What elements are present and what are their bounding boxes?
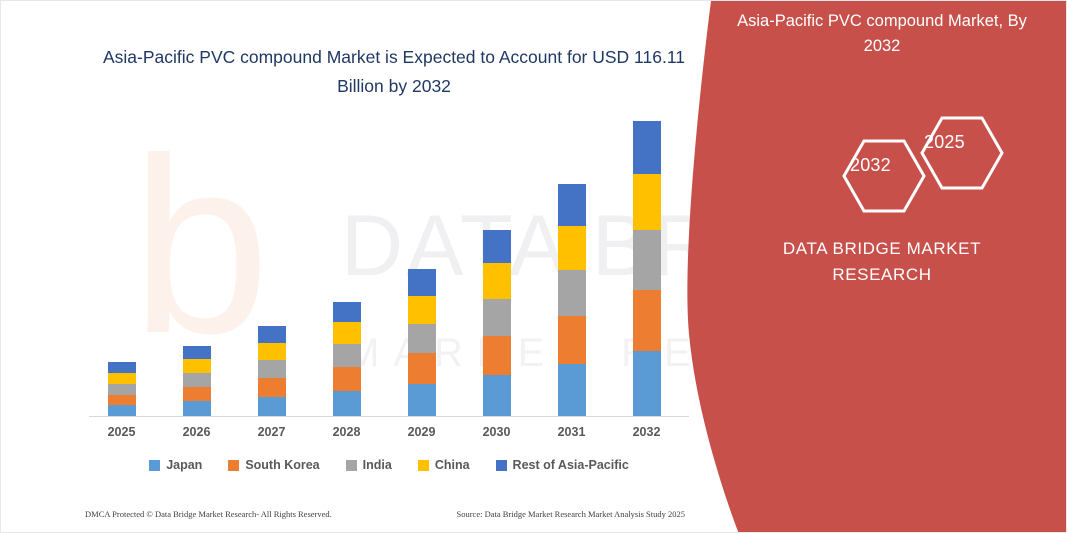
bar-segment-2030-south-korea[interactable] xyxy=(482,335,511,375)
bar-segment-2028-south-korea[interactable] xyxy=(332,367,361,391)
bar-segment-2027-india[interactable] xyxy=(257,359,286,378)
bar-2027[interactable] xyxy=(257,326,286,417)
legend-label: South Korea xyxy=(245,458,320,472)
x-axis-labels: 2025 2026 2027 2028 2029 2030 2031 2032 xyxy=(89,425,689,445)
chart-title: Asia-Pacific PVC compound Market is Expe… xyxy=(103,47,685,96)
bar-chart-plot-area xyxy=(89,121,689,417)
legend-swatch-icon xyxy=(495,459,507,471)
bar-segment-2030-india[interactable] xyxy=(482,298,511,336)
bar-segment-2032-india[interactable] xyxy=(632,230,661,290)
legend-label: China xyxy=(434,458,470,472)
footer-source: Source: Data Bridge Market Research Mark… xyxy=(456,509,685,519)
bar-2031[interactable] xyxy=(557,184,586,417)
bar-segment-2027-china[interactable] xyxy=(257,342,286,360)
x-axis-label-2025: 2025 xyxy=(107,425,136,439)
bar-segment-2025-south-korea[interactable] xyxy=(107,394,136,406)
bar-2026[interactable] xyxy=(182,345,211,417)
bar-segment-2030-china[interactable] xyxy=(482,263,511,299)
bar-segment-2025-india[interactable] xyxy=(107,383,136,395)
legend-label: Rest of Asia-Pacific xyxy=(512,458,629,472)
legend-item-south-korea[interactable]: South Korea xyxy=(228,458,320,472)
hexagon-2032-outline xyxy=(842,139,926,213)
brand-panel-shape xyxy=(687,1,1066,532)
bar-segment-2026-india[interactable] xyxy=(182,372,211,387)
bar-segment-2026-japan[interactable] xyxy=(182,401,211,417)
hexagon-group: 2025 2032 xyxy=(806,96,1006,226)
bar-segment-2030-japan[interactable] xyxy=(482,374,511,417)
x-axis-label-2030: 2030 xyxy=(482,425,511,439)
legend-item-japan[interactable]: Japan xyxy=(149,458,202,472)
footer: DMCA Protected © Data Bridge Market Rese… xyxy=(85,509,685,519)
legend-label: Japan xyxy=(166,458,203,472)
footer-copyright: DMCA Protected © Data Bridge Market Rese… xyxy=(85,509,332,519)
bar-segment-2032-rest-of-asia-pacific[interactable] xyxy=(632,121,661,175)
brand-panel-name: DATA BRIDGE MARKET RESEARCH xyxy=(782,239,982,284)
bar-segment-2029-india[interactable] xyxy=(407,323,436,354)
bar-segment-2031-china[interactable] xyxy=(557,225,586,270)
brand-panel: Asia-Pacific PVC compound Market, By 203… xyxy=(686,1,1066,532)
bar-segment-2025-japan[interactable] xyxy=(107,405,136,417)
x-axis-label-2027: 2027 xyxy=(257,425,286,439)
bar-segment-2028-japan[interactable] xyxy=(332,391,361,417)
hexagon-2025-outline xyxy=(920,116,1004,190)
bar-segment-2029-japan[interactable] xyxy=(407,383,436,417)
bar-segment-2031-south-korea[interactable] xyxy=(557,316,586,365)
legend-swatch-icon xyxy=(149,459,161,471)
x-axis-label-2029: 2029 xyxy=(407,425,436,439)
bar-2032[interactable] xyxy=(632,121,661,417)
x-axis-label-2028: 2028 xyxy=(332,425,361,439)
bar-2030[interactable] xyxy=(482,229,511,417)
bar-segment-2027-japan[interactable] xyxy=(257,396,286,417)
bar-segment-2025-rest-of-asia-pacific[interactable] xyxy=(107,362,136,374)
bar-2029[interactable] xyxy=(407,269,436,417)
x-axis-label-2031: 2031 xyxy=(557,425,586,439)
legend-item-rest-of-asia-pacific[interactable]: Rest of Asia-Pacific xyxy=(495,458,629,472)
bar-segment-2025-china[interactable] xyxy=(107,373,136,384)
x-axis-line xyxy=(89,416,689,417)
hexagon-2025-label: 2025 xyxy=(924,132,965,152)
bar-segment-2031-rest-of-asia-pacific[interactable] xyxy=(557,184,586,226)
bar-2025[interactable] xyxy=(107,362,136,417)
legend-swatch-icon xyxy=(228,459,240,471)
bar-segment-2026-rest-of-asia-pacific[interactable] xyxy=(182,345,211,360)
bar-segment-2032-south-korea[interactable] xyxy=(632,289,661,352)
bar-segment-2028-india[interactable] xyxy=(332,344,361,368)
legend-swatch-icon xyxy=(417,459,429,471)
bar-2028[interactable] xyxy=(332,301,361,417)
hexagon-2032-label: 2032 xyxy=(850,155,891,175)
bar-segment-2032-japan[interactable] xyxy=(632,351,661,417)
bar-segment-2030-rest-of-asia-pacific[interactable] xyxy=(482,229,511,264)
bar-segment-2027-south-korea[interactable] xyxy=(257,377,286,397)
bar-segment-2027-rest-of-asia-pacific[interactable] xyxy=(257,326,286,343)
bar-segment-2031-india[interactable] xyxy=(557,269,586,317)
legend-item-india[interactable]: India xyxy=(345,458,392,472)
legend-swatch-icon xyxy=(345,459,357,471)
hexagon-shapes xyxy=(842,116,1004,213)
bar-segment-2031-japan[interactable] xyxy=(557,364,586,417)
bar-segment-2029-rest-of-asia-pacific[interactable] xyxy=(407,269,436,296)
bar-segment-2028-rest-of-asia-pacific[interactable] xyxy=(332,301,361,323)
legend-label: India xyxy=(362,458,392,472)
bar-segment-2029-china[interactable] xyxy=(407,295,436,324)
bar-segment-2026-china[interactable] xyxy=(182,359,211,373)
bar-segment-2032-china[interactable] xyxy=(632,174,661,231)
x-axis-label-2026: 2026 xyxy=(182,425,211,439)
bar-segment-2028-china[interactable] xyxy=(332,322,361,345)
brand-panel-title: Asia-Pacific PVC compound Market, By 203… xyxy=(737,12,1027,55)
x-axis-label-2032: 2032 xyxy=(632,425,661,439)
legend-item-china[interactable]: China xyxy=(417,458,470,472)
chart-legend: Japan South Korea India China Rest of Asia-P… xyxy=(89,456,689,474)
bar-segment-2026-south-korea[interactable] xyxy=(182,386,211,402)
bar-segment-2029-south-korea[interactable] xyxy=(407,353,436,384)
